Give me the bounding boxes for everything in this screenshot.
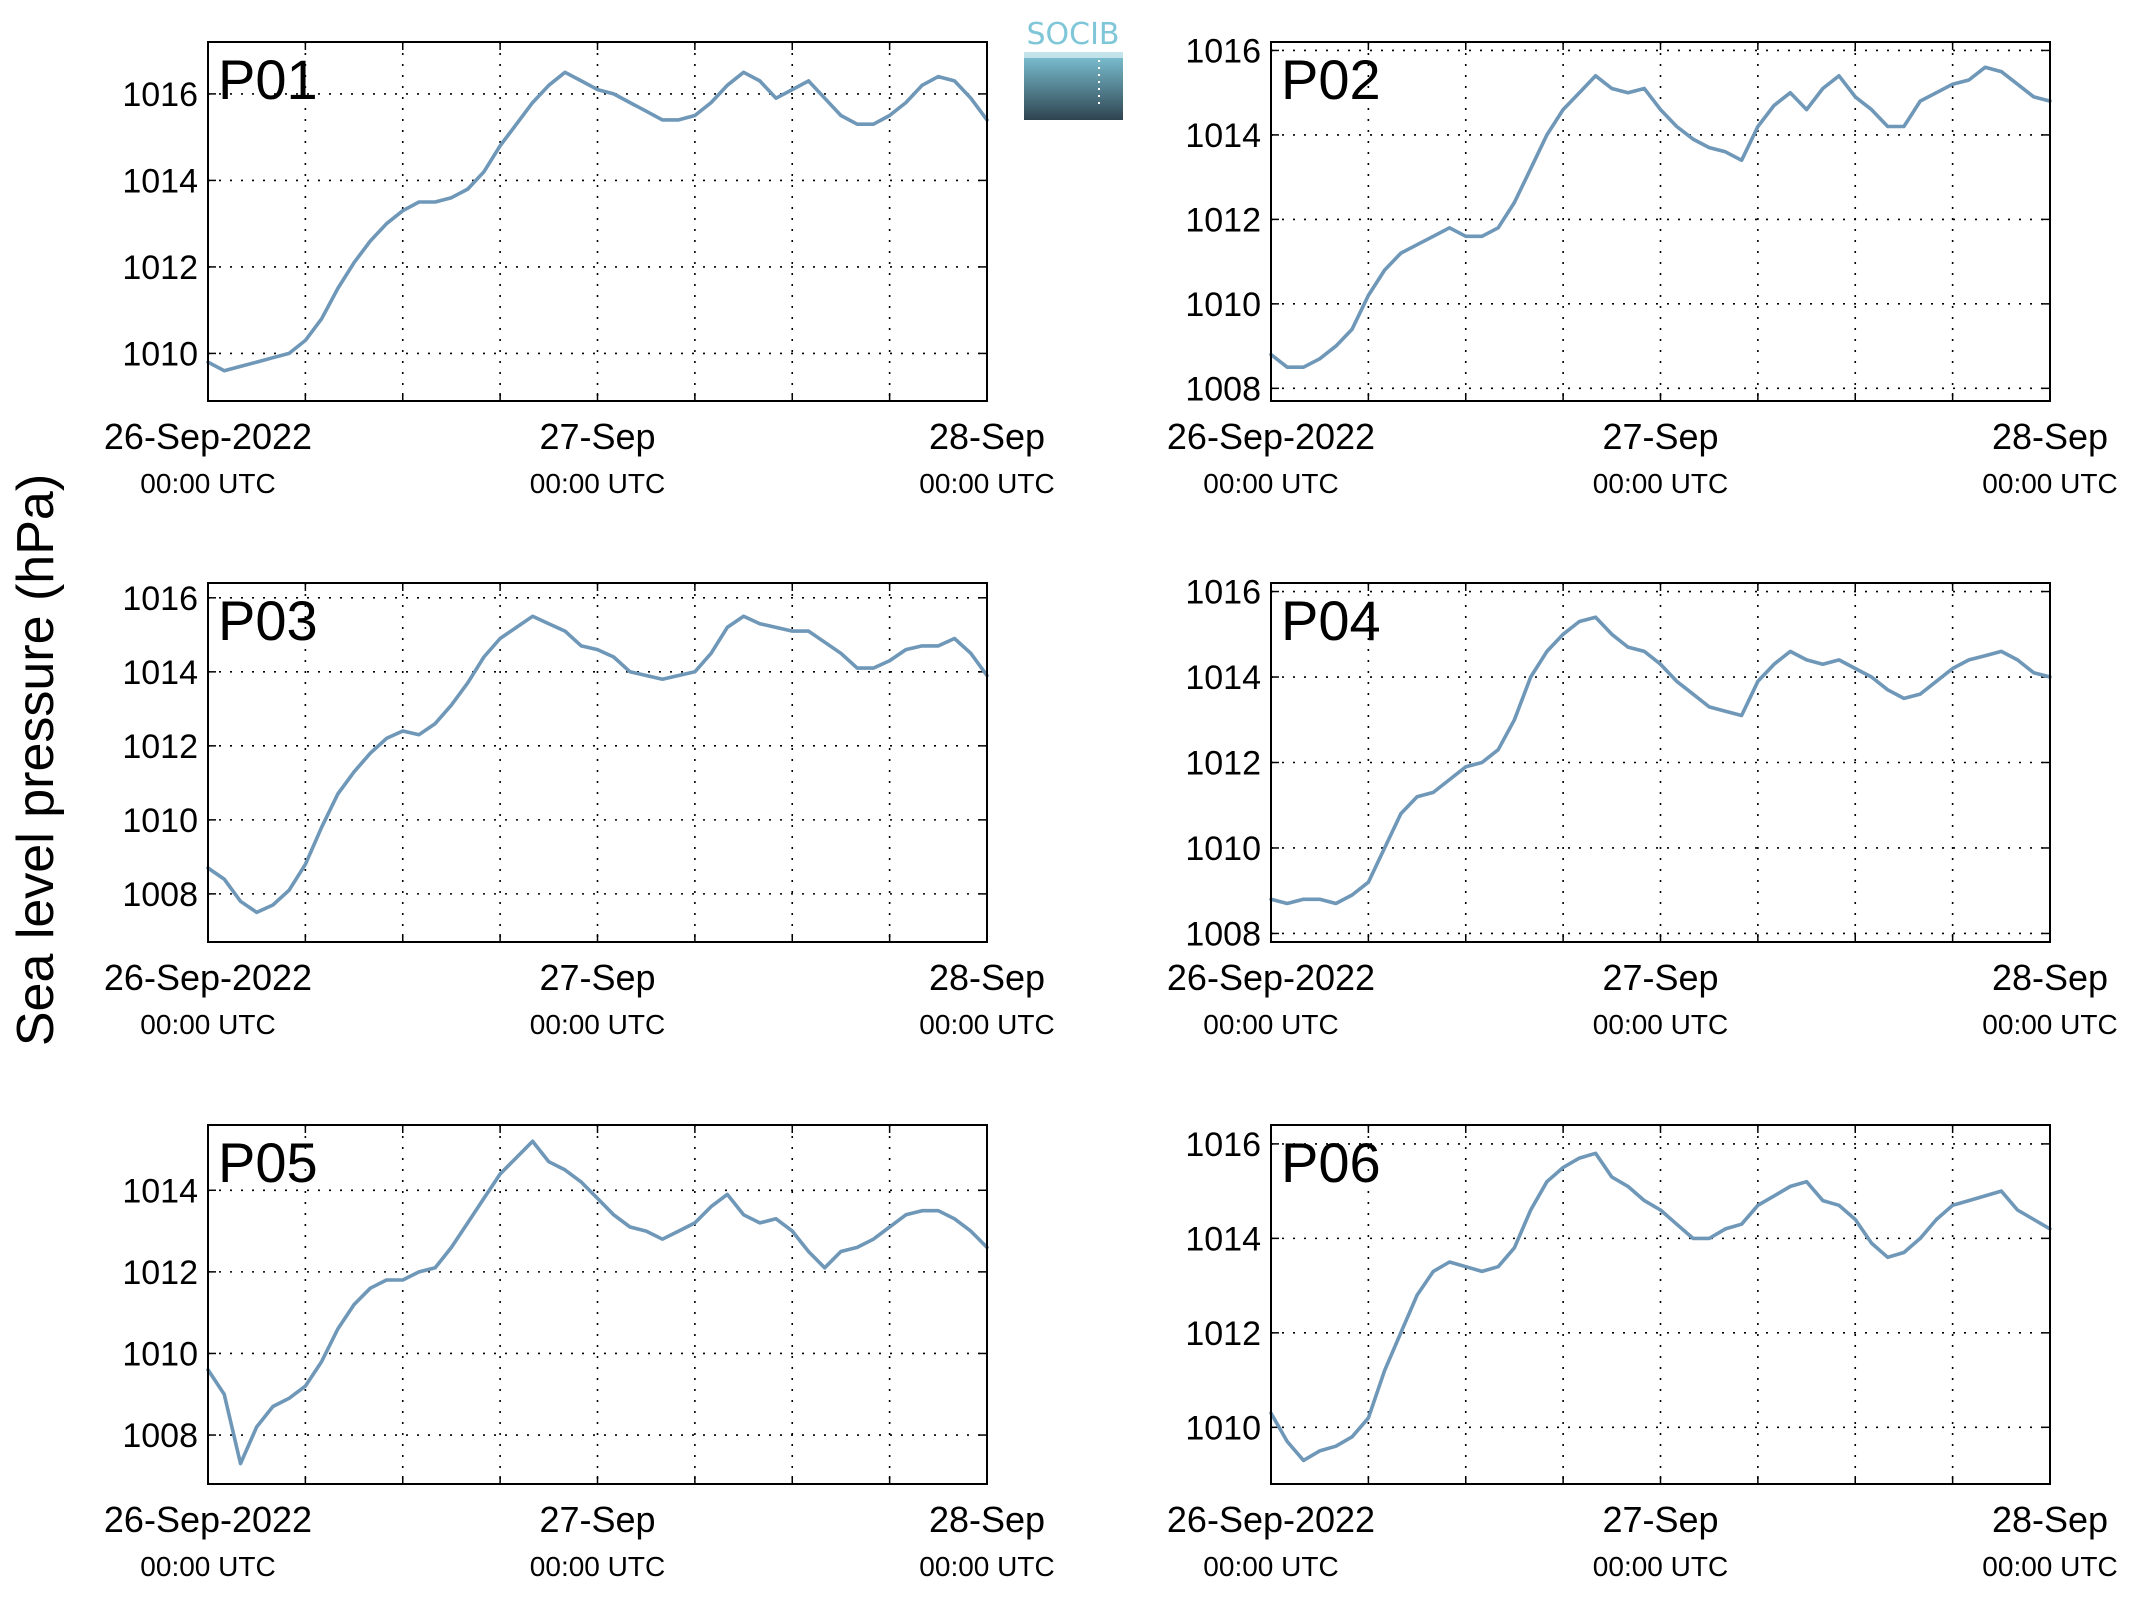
x-tick-label-date: 27-Sep: [1602, 416, 1718, 457]
x-tick-label-date: 26-Sep-2022: [104, 1499, 312, 1540]
x-tick-label-date: 26-Sep-2022: [1167, 416, 1375, 457]
y-tick-label: 1016: [122, 580, 198, 618]
axes-frame: [1270, 582, 2051, 943]
y-tick-label: 1012: [1185, 1315, 1261, 1353]
y-tick-label: 1008: [122, 876, 198, 914]
x-tick-label-time: 00:00 UTC: [530, 1009, 665, 1040]
y-tick-label: 1014: [1185, 659, 1261, 697]
panel-label: P03: [218, 589, 318, 652]
figure-y-axis-label: Sea level pressure (hPa): [7, 474, 65, 1046]
y-tick-label: 1010: [122, 1335, 198, 1373]
axes-frame: [1270, 41, 2051, 402]
x-tick-label-time: 00:00 UTC: [1203, 468, 1338, 499]
series-line-p01: [206, 70, 989, 373]
x-tick-label-date: 26-Sep-2022: [104, 416, 312, 457]
x-tick-label-time: 00:00 UTC: [140, 1551, 275, 1582]
panel-p04: 1008 1010 1012 1014 1016 26-Sep-2022 00:00 UTC…: [1167, 574, 2118, 1040]
y-tick-label: 1014: [1185, 1220, 1261, 1258]
y-tick-label: 1016: [1185, 32, 1261, 70]
x-tick-label-date: 28-Sep: [1992, 416, 2108, 457]
y-tick-label: 1010: [1185, 286, 1261, 324]
y-tick-label: 1012: [122, 728, 198, 766]
socib-logo-text: SOCIB: [1026, 17, 1119, 52]
x-tick-label-time: 00:00 UTC: [530, 1551, 665, 1582]
x-tick-label-date: 26-Sep-2022: [1167, 957, 1375, 998]
plot-area: [208, 1125, 987, 1484]
plot-area: [1271, 583, 2050, 942]
y-tick-label: 1014: [122, 654, 198, 692]
axes-frame: [207, 582, 988, 943]
y-tick-label: 1012: [122, 1254, 198, 1292]
y-tick-label: 1012: [1185, 745, 1261, 783]
x-tick-label-time: 00:00 UTC: [1982, 1551, 2117, 1582]
y-tick-label: 1016: [122, 76, 198, 114]
x-tick-label-date: 26-Sep-2022: [1167, 1499, 1375, 1540]
axes-frame: [1270, 1124, 2051, 1485]
panel-p05: 1008 1010 1012 1014 26-Sep-2022 00:00 UTC 27-S…: [104, 1124, 1055, 1582]
x-tick-label-date: 28-Sep: [929, 957, 1045, 998]
panel-p02: 1008 1010 1012 1014 1016 26-Sep-2022 00:00 UTC…: [1167, 32, 2118, 499]
x-tick-label-time: 00:00 UTC: [1982, 468, 2117, 499]
x-tick-label-time: 00:00 UTC: [140, 1009, 275, 1040]
y-tick-label: 1012: [1185, 201, 1261, 239]
y-tick-label: 1010: [1185, 1409, 1261, 1447]
socib-logo-block: [1024, 52, 1123, 120]
panel-label: P05: [218, 1131, 318, 1194]
panel-label: P02: [1281, 48, 1381, 111]
panel-label: P04: [1281, 589, 1381, 652]
panel-p01: 1010 1012 1014 1016 26-Sep-2022 00:00 UTC 27-S…: [104, 41, 1055, 499]
x-tick-label-date: 27-Sep: [539, 1499, 655, 1540]
axes-frame: [207, 1124, 988, 1485]
series-line-p05: [206, 1139, 989, 1466]
panel-label: P06: [1281, 1131, 1381, 1194]
x-tick-label-time: 00:00 UTC: [1982, 1009, 2117, 1040]
panel-label: P01: [218, 48, 318, 111]
x-tick-label-date: 27-Sep: [539, 416, 655, 457]
y-tick-label: 1008: [1185, 370, 1261, 408]
series-line-p02: [1269, 65, 2052, 369]
x-tick-label-date: 28-Sep: [929, 416, 1045, 457]
y-tick-label: 1014: [122, 1172, 198, 1210]
x-tick-label-date: 28-Sep: [929, 1499, 1045, 1540]
axes-frame: [207, 41, 988, 402]
x-tick-label-time: 00:00 UTC: [1203, 1009, 1338, 1040]
x-tick-label-date: 27-Sep: [539, 957, 655, 998]
x-tick-label-time: 00:00 UTC: [530, 468, 665, 499]
y-tick-label: 1010: [122, 802, 198, 840]
x-tick-label-time: 00:00 UTC: [1593, 1551, 1728, 1582]
x-tick-label-time: 00:00 UTC: [1593, 1009, 1728, 1040]
x-tick-label-time: 00:00 UTC: [919, 1551, 1054, 1582]
y-tick-label: 1008: [1185, 915, 1261, 953]
series-line-p03: [206, 614, 989, 915]
plot-area: [208, 583, 987, 942]
socib-logo: SOCIB: [1024, 17, 1123, 120]
y-tick-label: 1014: [1185, 117, 1261, 155]
y-tick-label: 1016: [1185, 1126, 1261, 1164]
y-tick-label: 1010: [1185, 830, 1261, 868]
y-tick-label: 1010: [122, 335, 198, 373]
y-tick-label: 1016: [1185, 574, 1261, 612]
x-tick-label-time: 00:00 UTC: [1593, 468, 1728, 499]
y-tick-label: 1012: [122, 249, 198, 287]
y-tick-label: 1008: [122, 1417, 198, 1455]
plot-area: [208, 42, 987, 401]
plot-area: [1271, 1125, 2050, 1484]
y-tick-label: 1014: [122, 162, 198, 200]
x-tick-label-time: 00:00 UTC: [919, 468, 1054, 499]
x-tick-label-time: 00:00 UTC: [919, 1009, 1054, 1040]
x-tick-label-date: 28-Sep: [1992, 957, 2108, 998]
x-tick-label-date: 28-Sep: [1992, 1499, 2108, 1540]
socib-logo-band: [1024, 48, 1123, 58]
x-tick-label-time: 00:00 UTC: [1203, 1551, 1338, 1582]
x-tick-label-date: 27-Sep: [1602, 957, 1718, 998]
x-tick-label-date: 27-Sep: [1602, 1499, 1718, 1540]
x-tick-label-time: 00:00 UTC: [140, 468, 275, 499]
series-line-p06: [1269, 1151, 2052, 1463]
panel-p06: 1010 1012 1014 1016 26-Sep-2022 00:00 UTC 27-S…: [1167, 1124, 2118, 1582]
x-tick-label-date: 26-Sep-2022: [104, 957, 312, 998]
series-line-p04: [1269, 615, 2052, 906]
panel-p03: 1008 1010 1012 1014 1016 26-Sep-2022 00:00 UTC…: [104, 580, 1055, 1040]
